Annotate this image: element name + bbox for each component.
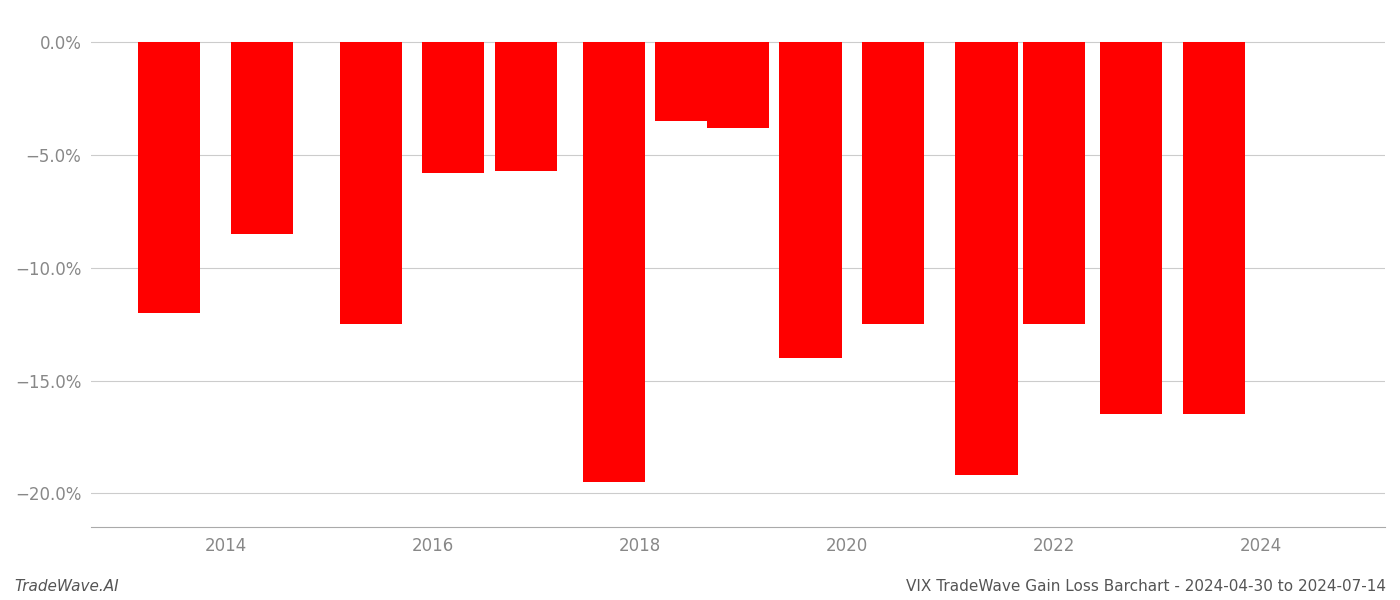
Bar	[1023, 42, 1085, 324]
Bar	[494, 42, 557, 171]
Bar	[955, 42, 1018, 475]
Bar	[707, 42, 769, 128]
Bar	[1183, 42, 1245, 415]
Bar	[582, 42, 645, 482]
Bar	[340, 42, 402, 324]
Bar	[780, 42, 841, 358]
Text: VIX TradeWave Gain Loss Barchart - 2024-04-30 to 2024-07-14: VIX TradeWave Gain Loss Barchart - 2024-…	[906, 579, 1386, 594]
Bar	[1100, 42, 1162, 415]
Bar	[231, 42, 293, 234]
Bar	[423, 42, 484, 173]
Text: TradeWave.AI: TradeWave.AI	[14, 579, 119, 594]
Bar	[655, 42, 717, 121]
Bar	[862, 42, 924, 324]
Bar	[137, 42, 200, 313]
